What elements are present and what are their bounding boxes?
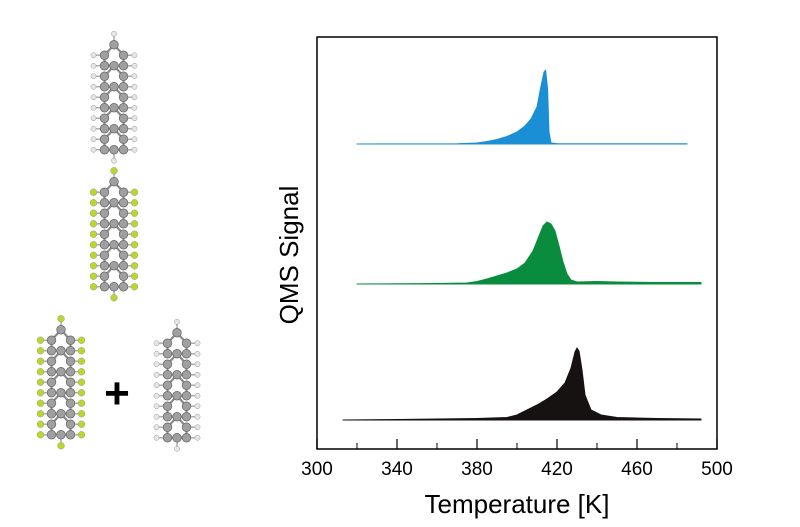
perfluoropentacene-molecule-middle <box>89 167 139 302</box>
x-tick-label: 420 <box>541 459 573 480</box>
x-tick-label: 460 <box>621 459 653 480</box>
series-3-desorption-peak <box>342 347 702 421</box>
perfluoropentacene-molecule-bottom-left <box>36 315 86 450</box>
x-axis-label: Temperature [K] <box>425 489 610 519</box>
plot-frame <box>316 36 718 450</box>
x-tick-label: 500 <box>701 459 733 480</box>
series-layer <box>342 69 702 421</box>
x-tick-label: 380 <box>461 459 493 480</box>
series-2-desorption-peak <box>356 221 702 285</box>
x-axis-ticks: 300 340 380 420 460 500 <box>301 439 733 480</box>
pentacene-molecule-top <box>90 30 138 164</box>
series-1-desorption-peak <box>356 69 688 145</box>
tpd-chart: 300 340 380 420 460 500 Temperature [K] QMS S… <box>274 36 733 519</box>
molecule-illustrations: + <box>36 30 201 452</box>
plus-sign: + <box>104 369 130 418</box>
x-tick-label: 340 <box>381 459 413 480</box>
pentacene-molecule-bottom-right <box>153 318 201 452</box>
x-tick-label: 300 <box>301 459 333 480</box>
y-axis-label: QMS Signal <box>274 186 304 325</box>
